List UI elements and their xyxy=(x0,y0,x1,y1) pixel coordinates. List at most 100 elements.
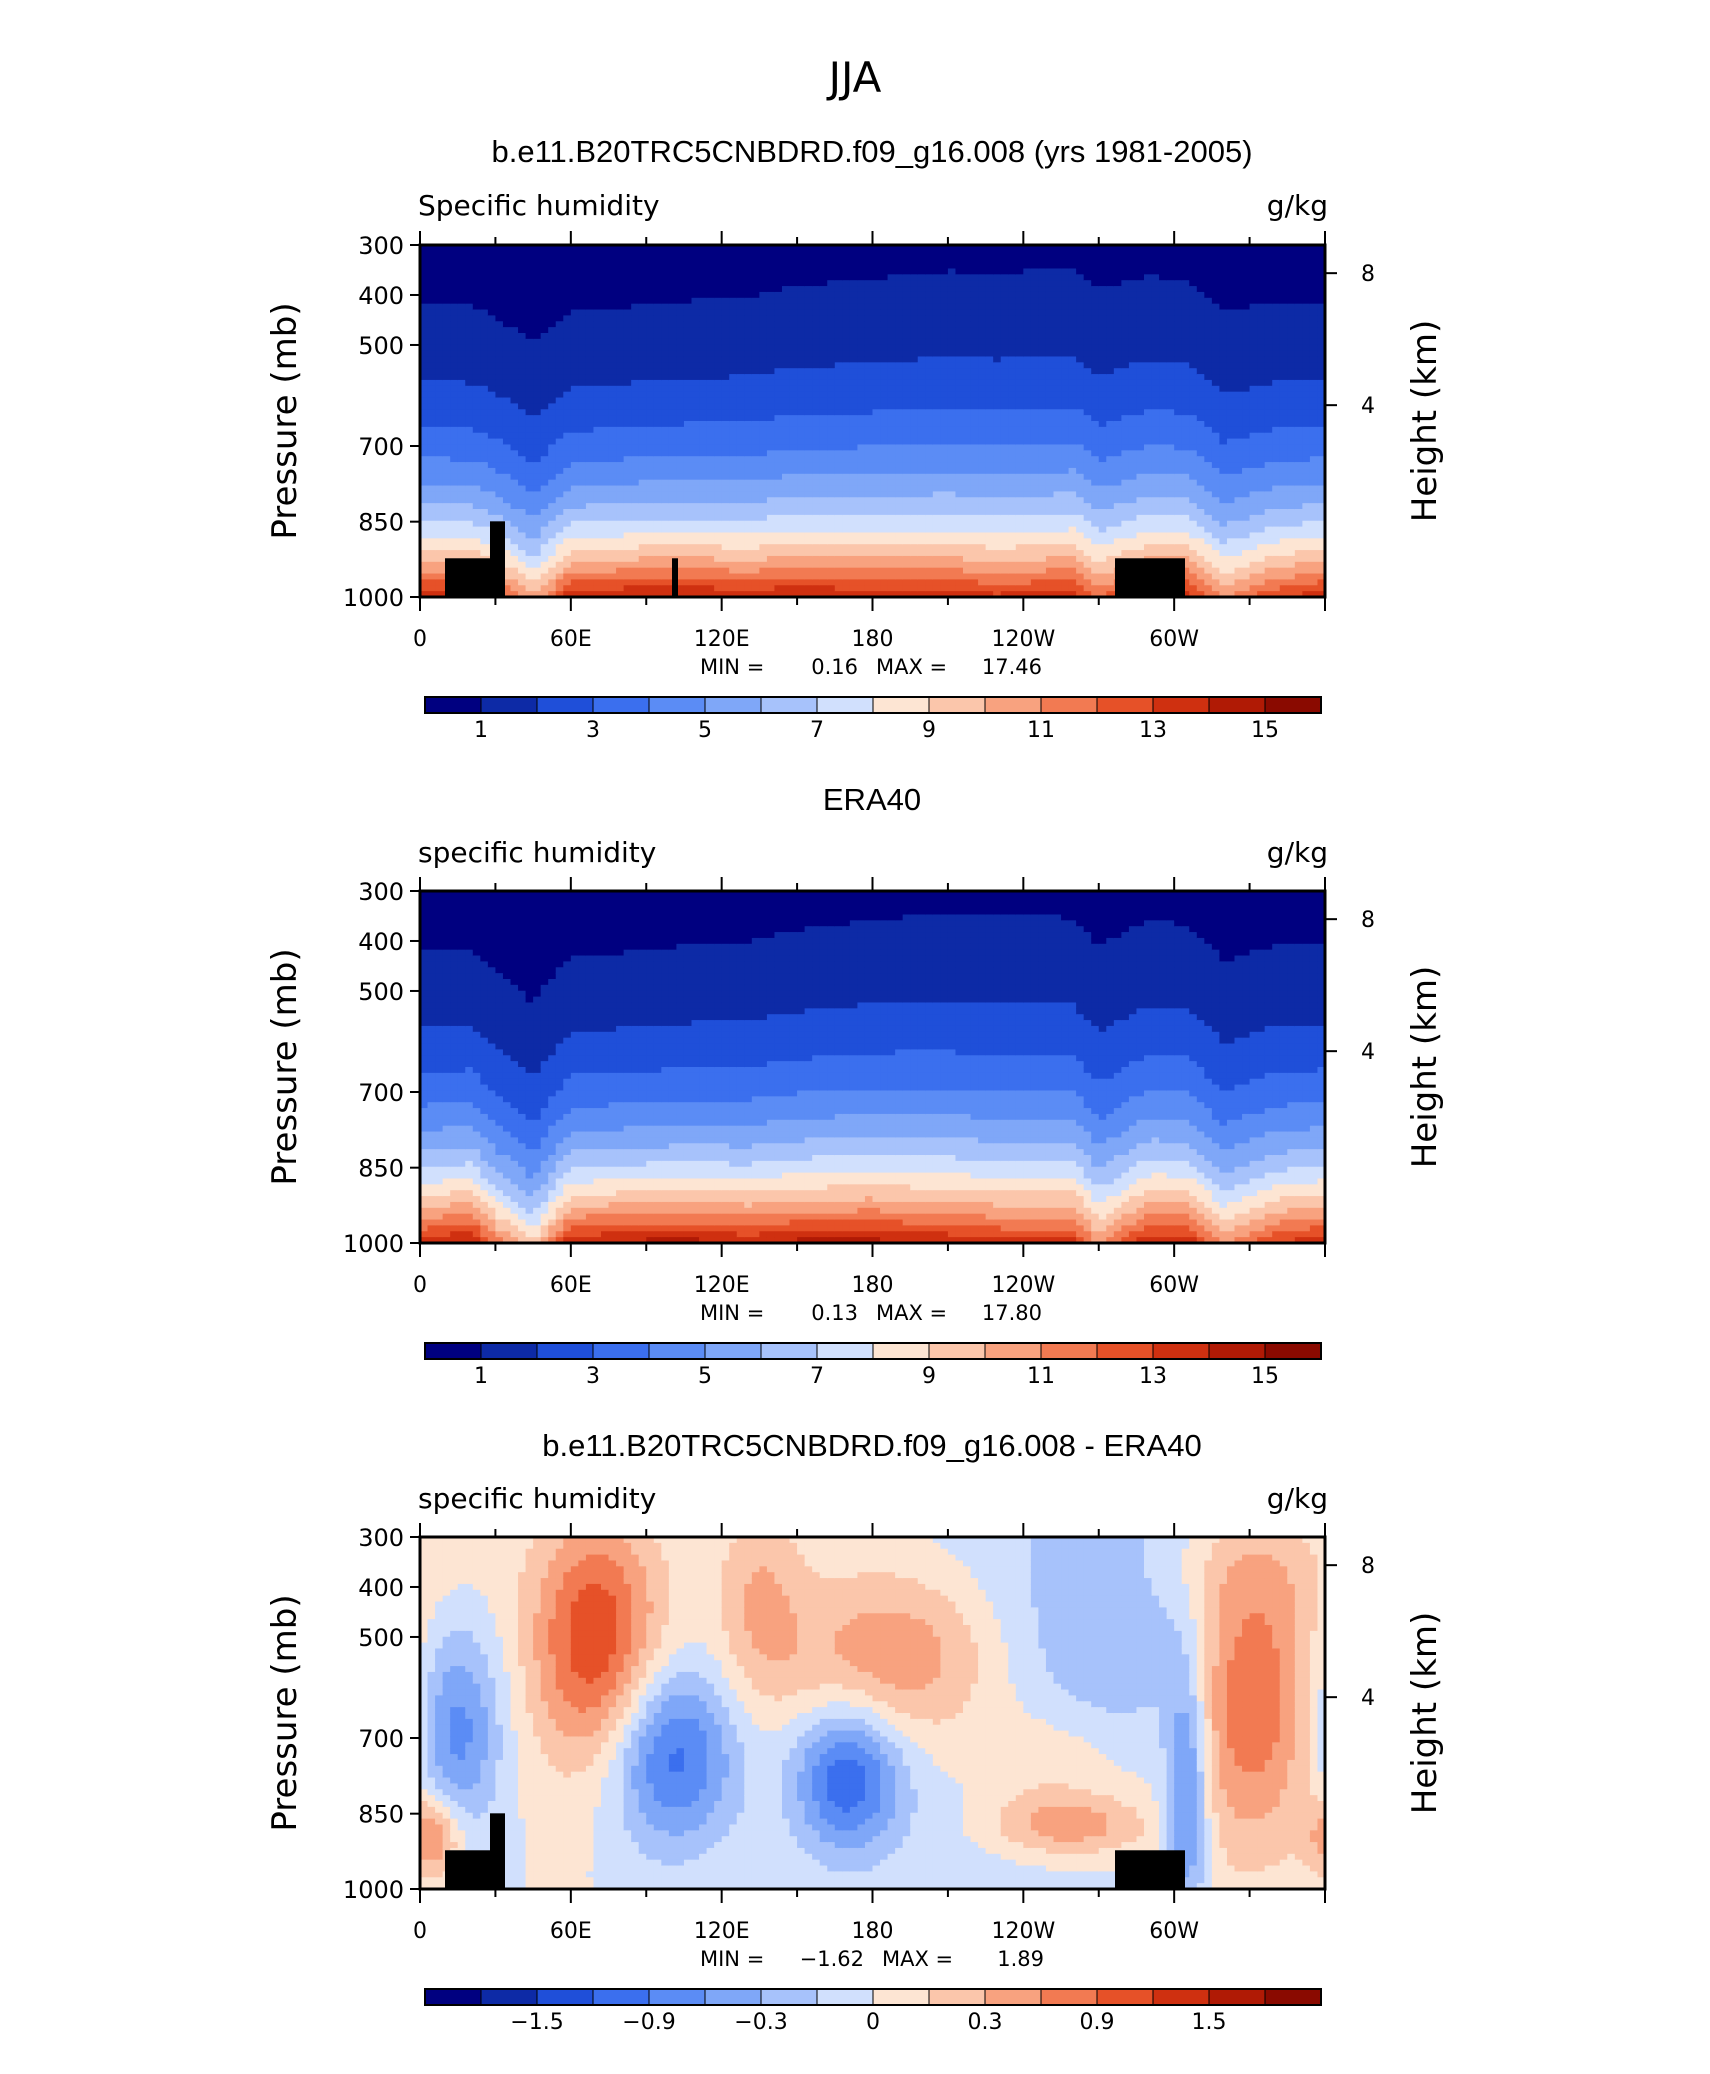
contour-cell xyxy=(427,520,436,528)
contour-cell xyxy=(804,327,813,334)
contour-cell xyxy=(555,333,564,340)
contour-cell xyxy=(563,456,572,463)
contour-cell xyxy=(1000,591,1009,597)
contour-cell xyxy=(585,467,595,475)
contour-cell xyxy=(721,291,730,299)
contour-cell xyxy=(1000,291,1009,299)
contour-cell xyxy=(759,473,768,481)
contour-cell xyxy=(721,280,730,287)
contour-cell xyxy=(902,573,911,580)
contour-cell xyxy=(653,532,662,539)
contour-cell xyxy=(947,450,957,457)
contour-cell xyxy=(849,432,859,440)
contour-cell xyxy=(420,350,429,358)
contour-cell xyxy=(653,432,662,440)
contour-cell xyxy=(502,280,512,287)
contour-cell xyxy=(427,403,436,410)
contour-cell xyxy=(548,286,557,293)
contour-cell xyxy=(668,385,678,393)
contour-cell xyxy=(510,550,519,557)
contour-cell xyxy=(593,374,602,381)
contour-cell xyxy=(570,526,579,534)
contour-cell xyxy=(872,374,881,381)
contour-cell xyxy=(435,485,444,492)
contour-cell xyxy=(910,509,919,516)
contour-cell xyxy=(570,567,579,575)
contour-cell xyxy=(540,291,549,299)
contour-cell xyxy=(804,309,813,316)
contour-cell xyxy=(827,344,836,352)
contour-cell xyxy=(502,567,512,575)
contour-cell xyxy=(864,344,874,352)
contour-cell xyxy=(585,350,595,358)
contour-cell xyxy=(623,309,632,316)
contour-cell xyxy=(578,485,587,492)
contour-cell xyxy=(646,245,655,252)
contour-cell xyxy=(751,532,760,539)
contour-cell xyxy=(819,333,828,340)
contour-cell xyxy=(548,579,557,586)
contour-cell xyxy=(774,491,783,498)
contour-cell xyxy=(797,421,806,428)
contour-cell xyxy=(570,338,579,346)
contour-cell xyxy=(570,438,579,446)
contour-cell xyxy=(872,385,881,393)
contour-cell xyxy=(842,415,851,422)
contour-cell xyxy=(955,450,964,457)
contour-cell xyxy=(940,338,949,346)
contour-cell xyxy=(1023,297,1032,305)
contour-cell xyxy=(729,415,738,422)
contour-cell xyxy=(993,456,1002,463)
contour-cell xyxy=(691,327,700,334)
contour-cell xyxy=(1015,268,1024,275)
contour-cell xyxy=(797,526,806,534)
contour-cell xyxy=(759,426,768,434)
contour-cell xyxy=(601,479,610,487)
contour-cell xyxy=(721,297,730,305)
contour-cell xyxy=(827,503,836,510)
contour-cell xyxy=(525,291,534,299)
contour-cell xyxy=(1023,256,1032,264)
contour-cell xyxy=(932,391,941,399)
contour-cell xyxy=(759,291,768,299)
contour-cell xyxy=(932,274,941,281)
contour-cell xyxy=(518,585,527,592)
contour-cell xyxy=(699,297,708,305)
contour-cell xyxy=(487,321,497,328)
contour-cell xyxy=(857,374,866,381)
contour-cell xyxy=(789,585,798,592)
contour-cell xyxy=(827,356,836,363)
contour-cell xyxy=(774,333,783,340)
contour-cell xyxy=(804,333,813,340)
contour-cell xyxy=(533,532,542,539)
contour-cell xyxy=(940,309,949,316)
contour-cell xyxy=(880,321,889,328)
contour-cell xyxy=(435,550,444,557)
contour-cell xyxy=(442,550,451,557)
contour-cell xyxy=(827,256,836,264)
contour-cell xyxy=(970,444,979,451)
contour-cell xyxy=(616,532,625,539)
contour-cell xyxy=(570,555,579,563)
contour-cell xyxy=(1023,585,1032,592)
contour-cell xyxy=(465,503,474,510)
contour-cell xyxy=(819,356,828,363)
contour-cell xyxy=(925,467,934,475)
contour-cell xyxy=(819,585,828,592)
contour-cell xyxy=(653,491,662,498)
contour-cell xyxy=(518,415,527,422)
contour-cell xyxy=(1000,467,1009,475)
contour-cell xyxy=(668,503,678,510)
contour-cell xyxy=(834,538,843,545)
contour-cell xyxy=(766,356,776,363)
contour-cell xyxy=(683,567,693,575)
contour-cell xyxy=(804,303,813,311)
contour-cell xyxy=(525,327,534,334)
contour-cell xyxy=(699,344,708,352)
contour-cell xyxy=(849,555,859,563)
contour-cell xyxy=(578,256,587,264)
contour-cell xyxy=(736,356,745,363)
contour-cell xyxy=(608,262,617,270)
contour-cell xyxy=(729,250,738,258)
contour-cell xyxy=(842,374,851,381)
